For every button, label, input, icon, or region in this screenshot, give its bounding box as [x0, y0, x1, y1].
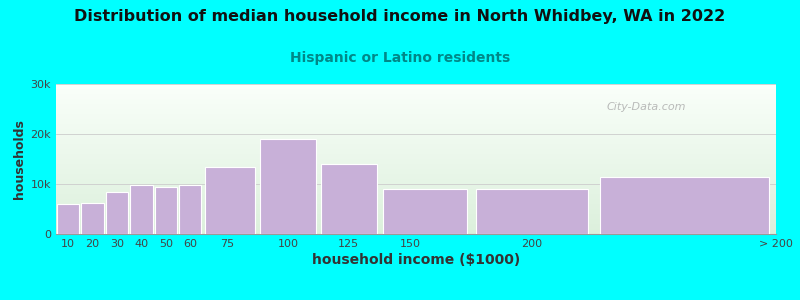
Bar: [56, 134, 776, 139]
Y-axis label: households: households: [14, 119, 26, 199]
Bar: [56, 89, 776, 94]
Bar: [56, 104, 776, 109]
Bar: [56, 209, 776, 214]
Bar: [56, 174, 776, 179]
Bar: [56, 124, 776, 129]
Bar: [56, 144, 776, 149]
Bar: [82, 203, 104, 234]
Bar: [56, 129, 776, 134]
Bar: [56, 99, 776, 104]
Bar: [56, 154, 776, 159]
Bar: [56, 219, 776, 224]
Bar: [56, 179, 776, 184]
Bar: [56, 119, 776, 124]
Bar: [56, 189, 776, 194]
Bar: [56, 139, 776, 144]
Bar: [56, 229, 776, 234]
Text: City-Data.com: City-Data.com: [606, 102, 686, 112]
Bar: [57, 204, 79, 234]
Bar: [260, 139, 316, 234]
Bar: [56, 149, 776, 154]
Bar: [56, 199, 776, 204]
Bar: [56, 159, 776, 164]
Bar: [154, 187, 177, 234]
Bar: [56, 224, 776, 229]
Bar: [56, 194, 776, 199]
Bar: [205, 167, 255, 234]
Bar: [383, 189, 467, 234]
Bar: [130, 185, 153, 234]
Bar: [56, 109, 776, 114]
Text: Hispanic or Latino residents: Hispanic or Latino residents: [290, 51, 510, 65]
Bar: [600, 176, 769, 234]
Text: Distribution of median household income in North Whidbey, WA in 2022: Distribution of median household income …: [74, 9, 726, 24]
Bar: [321, 164, 377, 234]
Bar: [179, 185, 202, 234]
Bar: [476, 189, 588, 234]
Bar: [56, 164, 776, 169]
Bar: [56, 169, 776, 174]
Bar: [56, 114, 776, 119]
Bar: [56, 184, 776, 189]
Bar: [56, 214, 776, 219]
Bar: [106, 191, 128, 234]
Bar: [56, 204, 776, 209]
Bar: [56, 94, 776, 99]
Bar: [56, 84, 776, 89]
X-axis label: household income ($1000): household income ($1000): [312, 253, 520, 267]
